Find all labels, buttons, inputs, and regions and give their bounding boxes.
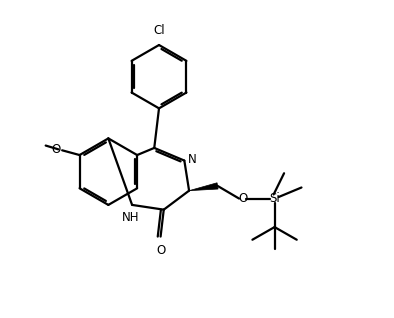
Text: O: O — [238, 192, 247, 205]
Text: NH: NH — [122, 211, 139, 224]
Text: O: O — [52, 143, 61, 156]
Text: O: O — [156, 244, 165, 257]
Text: Cl: Cl — [153, 24, 165, 37]
Text: Si: Si — [269, 192, 280, 205]
Polygon shape — [189, 183, 218, 191]
Text: N: N — [188, 153, 197, 166]
